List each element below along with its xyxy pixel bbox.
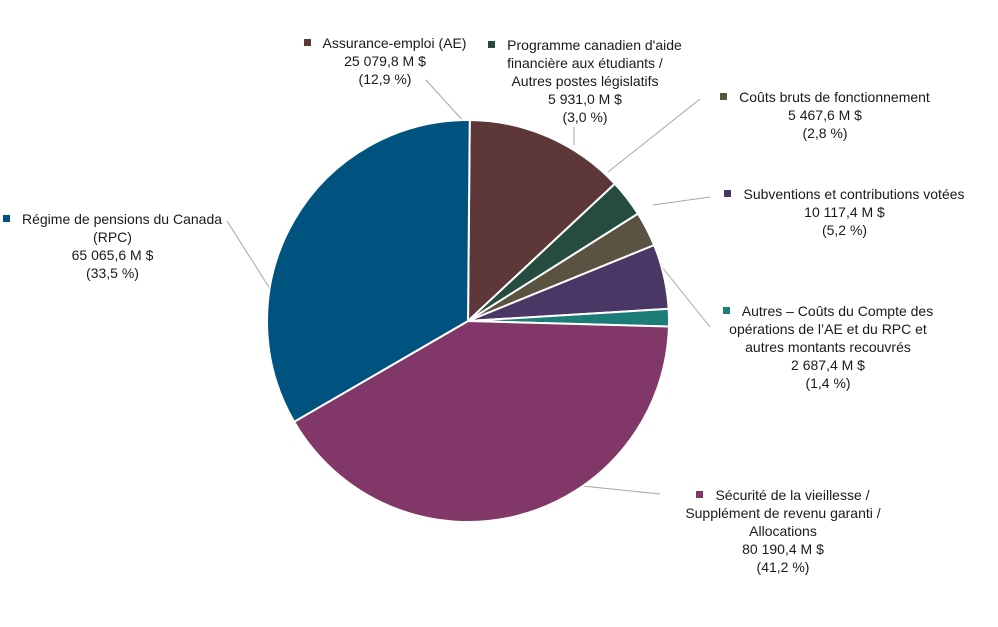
slice-label-line: Allocations xyxy=(749,523,817,539)
slice-label: Subventions et contributions votées 10 11… xyxy=(712,185,977,239)
slice-percent: (33,5 %) xyxy=(86,265,139,281)
slice-label: Coûts bruts de fonctionnement 5 467,6 M $… xyxy=(710,88,940,142)
legend-swatch-icon xyxy=(722,307,730,314)
slice-amount: 80 190,4 M $ xyxy=(742,541,824,557)
pie-slice xyxy=(266,119,471,424)
slice-label-line: autres montants recouvrés xyxy=(745,339,911,355)
leader-line xyxy=(226,220,273,293)
slice-label-line: Subventions et contributions votées xyxy=(712,185,977,203)
slice-label: Assurance-emploi (AE) 25 079,8 M $ (12,9 %… xyxy=(300,34,470,88)
slice-label-line: (RPC) xyxy=(93,229,132,245)
slice-amount: 65 065,6 M $ xyxy=(71,247,154,263)
slice-label-line: Supplément de revenu garanti / xyxy=(685,505,881,521)
slice-label-line: Coûts bruts de fonctionnement xyxy=(710,88,940,106)
pie-slices xyxy=(266,118,670,523)
slice-percent: (5,2 %) xyxy=(821,222,868,238)
slice-percent: (12,9 %) xyxy=(358,71,412,87)
legend-swatch-icon xyxy=(724,190,732,197)
leader-line xyxy=(652,196,711,206)
slice-label-line: Autres – Coûts du Compte des xyxy=(708,302,948,320)
leader-line xyxy=(607,98,701,173)
slice-label-line: opérations de l’AE et du RPC et xyxy=(729,321,927,337)
slice-amount: 5 467,6 M $ xyxy=(788,107,862,123)
slice-label: Autres – Coûts du Compte des opérations d… xyxy=(708,302,948,392)
slice-label-line: Programme canadien d'aide xyxy=(480,36,690,54)
slice-amount: 5 931,0 M $ xyxy=(548,91,622,107)
pie-slice xyxy=(292,319,670,523)
slice-label: Sécurité de la vieillesse / Supplément de… xyxy=(658,486,908,576)
slice-amount: 10 117,4 M $ xyxy=(804,204,885,220)
slice-label-line: financière aux étudiants / xyxy=(507,55,663,71)
slice-label-line: Régime de pensions du Canada xyxy=(0,210,225,228)
legend-swatch-icon xyxy=(696,491,704,498)
slice-label-line: Assurance-emploi (AE) xyxy=(300,34,470,52)
slice-label: Programme canadien d'aide financière aux … xyxy=(480,36,690,126)
slice-percent: (3,0 %) xyxy=(562,109,608,125)
slice-amount: 2 687,4 M $ xyxy=(791,357,865,373)
slice-percent: (41,2 %) xyxy=(756,559,810,575)
slice-amount: 25 079,8 M $ xyxy=(344,53,426,69)
leader-line xyxy=(657,261,711,328)
slice-percent: (1,4 %) xyxy=(805,375,851,391)
leader-line xyxy=(581,485,661,495)
legend-swatch-icon xyxy=(720,93,728,100)
pie-slice xyxy=(466,118,617,324)
slice-label-line: Sécurité de la vieillesse / xyxy=(658,486,908,504)
legend-swatch-icon xyxy=(488,41,496,48)
legend-swatch-icon xyxy=(303,39,311,46)
slice-label-line: Autres postes législatifs xyxy=(511,73,659,89)
legend-swatch-icon xyxy=(2,215,10,222)
slice-percent: (2,8 %) xyxy=(802,125,848,141)
slice-label: Régime de pensions du Canada (RPC) 65 065,… xyxy=(0,210,225,282)
